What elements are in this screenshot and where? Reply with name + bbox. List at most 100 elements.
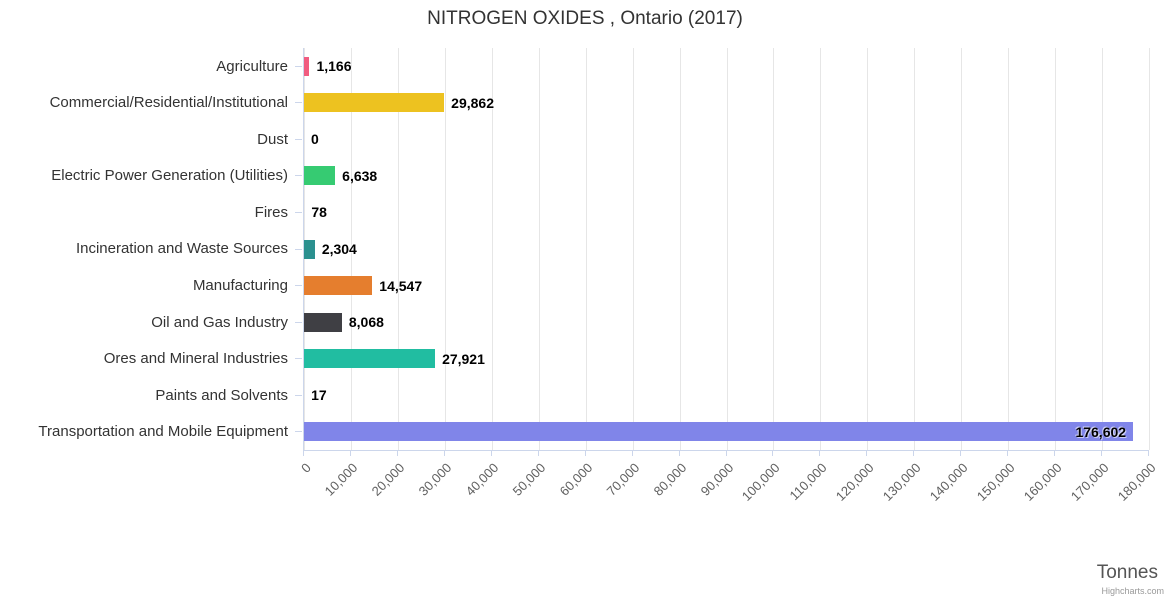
- gridline: [867, 48, 869, 450]
- x-axis-label: 130,000: [880, 460, 924, 504]
- x-axis-tick: [303, 450, 304, 456]
- x-axis-label: 170,000: [1067, 460, 1112, 504]
- x-axis-label: 70,000: [603, 460, 643, 499]
- x-axis-label: 180,000: [1114, 460, 1159, 504]
- x-axis-label: 160,000: [1020, 460, 1065, 504]
- bar[interactable]: [304, 93, 445, 112]
- bar[interactable]: [304, 313, 342, 332]
- bar-value-label: 8,068: [348, 314, 384, 331]
- category-label: Ores and Mineral Industries: [103, 350, 288, 368]
- gridline: [1149, 48, 1150, 450]
- gridline: [491, 48, 493, 450]
- bar-value-label: 29,862: [451, 94, 494, 111]
- x-axis-label: 30,000: [415, 460, 455, 499]
- x-axis-label: 60,000: [556, 460, 596, 499]
- category-tick: [295, 138, 302, 140]
- bar-value-label: 14,547: [379, 277, 423, 294]
- gridline: [1008, 48, 1010, 450]
- category-tick: [295, 65, 302, 67]
- bar[interactable]: [304, 166, 336, 185]
- x-axis-tick: [866, 450, 868, 456]
- x-axis-label: 10,000: [321, 460, 361, 499]
- gridline: [1102, 48, 1104, 450]
- x-axis-label: 50,000: [509, 460, 549, 499]
- category-label: Commercial/Residential/Institutional: [49, 94, 288, 112]
- x-axis-tick: [772, 450, 774, 456]
- gridline: [538, 48, 540, 450]
- gridline: [585, 48, 587, 450]
- bar[interactable]: [304, 240, 315, 259]
- x-axis-tick: [584, 450, 586, 456]
- category-tick: [295, 102, 302, 104]
- x-axis-title: Tonnes: [1096, 562, 1158, 583]
- gridline: [397, 48, 399, 450]
- x-axis-label: 80,000: [650, 460, 690, 499]
- bar[interactable]: [304, 422, 1134, 441]
- category-tick: [295, 248, 302, 250]
- bar-value-label: 1,166: [316, 58, 352, 75]
- x-axis-tick: [1054, 450, 1056, 456]
- x-axis-tick: [537, 450, 539, 456]
- x-axis-tick: [443, 450, 445, 456]
- gridline: [1055, 48, 1057, 450]
- x-axis-label: 20,000: [368, 460, 408, 499]
- gridline: [350, 48, 352, 450]
- category-label: Paints and Solvents: [155, 386, 288, 404]
- x-axis-tick: [396, 450, 398, 456]
- category-tick: [295, 211, 302, 213]
- bar-value-label: 2,304: [321, 241, 357, 257]
- category-tick: [295, 175, 302, 177]
- category-label: Transportation and Mobile Equipment: [38, 423, 288, 441]
- x-axis-tick: [678, 450, 680, 456]
- x-axis-label: 0: [297, 460, 314, 476]
- x-axis-tick: [1148, 450, 1149, 456]
- gridline: [632, 48, 634, 450]
- category-label: Electric Power Generation (Utilities): [51, 167, 288, 185]
- bar[interactable]: [304, 276, 373, 295]
- category-tick: [295, 321, 302, 323]
- category-label: Fires: [254, 203, 288, 221]
- bar-value-label: 78: [311, 204, 327, 221]
- gridline: [726, 48, 728, 450]
- category-label: Manufacturing: [192, 277, 288, 295]
- x-axis-tick: [819, 450, 821, 456]
- x-axis-tick: [725, 450, 727, 456]
- x-axis-tick: [1101, 450, 1103, 456]
- x-axis-label: 120,000: [833, 460, 877, 504]
- bar-value-label: 27,921: [442, 350, 485, 367]
- x-axis-tick: [349, 450, 351, 456]
- chart-title: NITROGEN OXIDES , Ontario (2017): [427, 8, 743, 29]
- x-axis-tick: [1007, 450, 1009, 456]
- gridline: [820, 48, 822, 450]
- gridline: [914, 48, 916, 450]
- bar-value-label: 176,602: [1075, 423, 1127, 440]
- x-axis-label: 110,000: [786, 460, 830, 504]
- x-axis-label: 140,000: [927, 460, 971, 504]
- x-axis-label: 150,000: [973, 460, 1018, 504]
- category-label: Dust: [257, 130, 288, 148]
- gridline: [679, 48, 681, 450]
- gridline: [961, 48, 963, 450]
- x-axis-tick: [631, 450, 633, 456]
- x-axis-tick: [913, 450, 915, 456]
- plot-area: 1,166 29,862 0 6,638 78 2,304 14,547 8,068 27,92…: [303, 48, 1150, 451]
- bar[interactable]: [304, 57, 310, 76]
- x-axis-label: 90,000: [697, 460, 737, 499]
- x-axis-label: 40,000: [462, 460, 502, 499]
- category-tick: [295, 285, 302, 287]
- category-tick: [295, 394, 302, 396]
- category-tick: [295, 358, 302, 360]
- gridline: [444, 48, 446, 450]
- x-axis-tick: [490, 450, 492, 456]
- bar-value-label: 0: [311, 131, 319, 148]
- bar-value-label: 17: [311, 387, 327, 404]
- category-label: Incineration and Waste Sources: [75, 240, 288, 258]
- bar-value-label: 6,638: [342, 167, 378, 184]
- category-label: Oil and Gas Industry: [151, 313, 288, 331]
- category-label: Agriculture: [216, 57, 288, 75]
- category-tick: [295, 431, 302, 433]
- bar[interactable]: [304, 349, 436, 368]
- gridline: [773, 48, 775, 450]
- highcharts-credits-link[interactable]: Highcharts.com: [1101, 586, 1164, 596]
